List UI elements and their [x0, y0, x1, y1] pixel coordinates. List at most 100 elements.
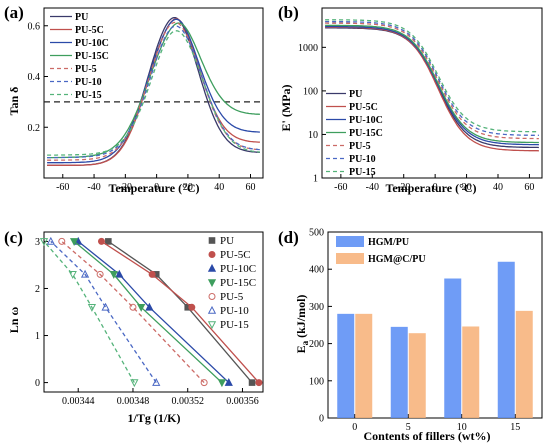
- panel-c-point-PU-15: [87, 303, 97, 312]
- panel-c-legend-marker: [207, 321, 217, 330]
- panel-b: -60 -40 -20 0 20 40 60 1 10 100 1000 PU PU-5C PU-10C P…: [278, 3, 543, 195]
- panel-d-ytick-label: 300: [309, 302, 324, 313]
- panel-c-xtick-label: 0.00348: [117, 396, 150, 407]
- panel-b-legend-label: PU-10C: [349, 115, 383, 126]
- panel-d: 0 100 200 300 400 500 0 5 10 15 HGM/PU HGM@C/PU (d)…: [278, 228, 543, 443]
- panel-c-legend-label: PU-15: [220, 319, 249, 331]
- panel-d-xlabel: Contents of fillers (wt%): [364, 429, 491, 443]
- panel-a-xtick-label: -60: [56, 182, 69, 193]
- panel-d-xtick-label: 10: [457, 422, 467, 433]
- panel-c-fit-PU-15: [43, 240, 135, 383]
- panel-a-legend-label: PU-5C: [75, 25, 104, 36]
- panel-a-xtick-label: 40: [214, 182, 224, 193]
- panel-b-xlabel: Temperature (°C): [385, 181, 476, 195]
- panel-b-xtick-label: 40: [493, 182, 503, 193]
- panel-d-bar-HGM@C/PU: [515, 310, 533, 418]
- panel-c-point-PU-15C: [217, 379, 227, 388]
- panel-c-legend-label: PU-5C: [220, 249, 251, 261]
- panel-d-bar-HGM@C/PU: [408, 333, 426, 418]
- panel-c-legend-marker: [207, 279, 217, 288]
- panel-c-legend-label: PU-15C: [220, 277, 256, 289]
- panel-d-label: (d): [278, 228, 299, 247]
- panel-c-point-PU-10C: [224, 378, 233, 386]
- panel-c-point-PU-15C: [109, 271, 118, 279]
- panel-b-label: (b): [278, 3, 299, 22]
- panel-a-series-PU-5: [47, 21, 260, 161]
- panel-c-point-PU: [248, 379, 256, 386]
- panel-a-ylabel: Tan δ: [7, 87, 21, 116]
- panel-d-ytick-label: 200: [309, 339, 324, 350]
- panel-c-fit-PU-5: [61, 240, 205, 384]
- panel-a-label: (a): [4, 3, 24, 22]
- panel-b-legend-label: PU-15C: [349, 128, 383, 139]
- panel-c-point-PU-15C: [69, 238, 79, 246]
- panel-c-legend-label: PU-10C: [220, 263, 256, 275]
- panel-d-bar-HGM/PU: [497, 261, 515, 418]
- panel-c-point-PU-5C: [188, 303, 196, 311]
- panel-c-point-PU-10: [101, 302, 110, 311]
- panel-a-ytick-label: 0.6: [28, 21, 41, 32]
- panel-d-ylabel: Ea (kJ/mol): [294, 295, 310, 354]
- panel-d-ylabel-main: E: [294, 345, 308, 353]
- panel-a-series-PU-10C: [47, 18, 260, 164]
- panel-d-legend-swatch: [336, 236, 364, 247]
- panel-d-bar-HGM/PU: [444, 278, 462, 418]
- panel-a-legend-label: PU-15C: [75, 51, 109, 62]
- panel-c-point-PU-5: [200, 379, 208, 387]
- panel-c-point-PU-5: [96, 270, 104, 278]
- panel-d-legend-label: HGM/PU: [368, 237, 409, 248]
- panel-b-ytick-label: 1: [313, 174, 318, 185]
- panel-b-series-PU-15C: [325, 24, 539, 144]
- panel-a-legend-label: PU-5: [75, 64, 97, 75]
- panel-c-fit-PU-10: [50, 240, 157, 383]
- panel-c-point-PU-5C: [97, 237, 105, 245]
- panel-a-legend-label: PU: [75, 12, 88, 23]
- panel-d-xtick-label: 15: [510, 422, 520, 433]
- panel-c-fit-PU-10C: [77, 240, 230, 384]
- panel-c-legend-label: PU: [220, 235, 234, 247]
- panel-b-legend-label: PU-5: [349, 141, 371, 152]
- panel-a-legend-label: PU-10: [75, 77, 102, 88]
- panel-d-xtick-label: 5: [406, 422, 411, 433]
- panel-b-xtick-label: -40: [366, 182, 379, 193]
- panel-d-bar-HGM/PU: [337, 313, 355, 418]
- panel-c-legend-label: PU-5: [220, 291, 244, 303]
- panel-a-xtick-label: -20: [119, 182, 132, 193]
- panel-c-ytick-label: 0: [35, 378, 40, 389]
- panel-b-xtick-label: 0: [433, 182, 438, 193]
- panel-b-series-PU-10C: [325, 25, 539, 146]
- panel-c-ytick-label: 1: [35, 331, 40, 342]
- panel-b-legend-label: PU-15: [349, 167, 376, 178]
- panel-c-ylabel: Ln ω: [7, 307, 21, 334]
- panel-a: -60 -40 -20 0 20 40 60 0.2 0.4 0.6 PU PU-5C PU-10C PU…: [4, 3, 264, 195]
- panel-a-xtick-label: 0: [154, 182, 159, 193]
- panel-b-legend-label: PU-10: [349, 154, 376, 165]
- panel-b-ylabel: E' (MPa): [279, 85, 293, 132]
- panel-a-xtick-label: 60: [245, 182, 255, 193]
- panel-a-frame: [43, 7, 264, 179]
- panel-c-legend-marker: [208, 237, 216, 244]
- panel-c-xlabel: 1/Tg (1/K): [128, 411, 181, 425]
- panel-c-point-PU-10C: [145, 302, 154, 311]
- panel-d-ytick-label: 0: [319, 414, 324, 425]
- panel-b-ytick-label: 10: [308, 130, 318, 141]
- panel-d-legend-swatch: [336, 253, 364, 264]
- panel-c-frame: [43, 231, 264, 393]
- panel-c-point-PU-5C: [148, 270, 156, 278]
- panel-b-ytick-label: 1000: [298, 43, 318, 54]
- panel-d-ytick-label: 500: [309, 228, 324, 239]
- panel-c-point-PU: [105, 238, 112, 245]
- panel-b-xtick-label: 60: [524, 182, 534, 193]
- panel-a-legend-label: PU-15: [75, 90, 102, 101]
- panel-a-xtick-label: 20: [183, 182, 193, 193]
- panel-d-ylabel-unit: (kJ/mol): [294, 295, 308, 341]
- panel-b-series-PU-15: [325, 19, 539, 133]
- panel-d-frame: [327, 231, 543, 419]
- panel-b-xtick-label: 20: [462, 182, 472, 193]
- panel-a-legend-label: PU-10C: [75, 38, 109, 49]
- panel-b-legend-label: PU-5C: [349, 102, 378, 113]
- panel-c-point-PU-10: [152, 378, 161, 386]
- panel-c: 0.00344 0.00348 0.00352 0.00356 0 1 2 3 PU PU-5C P…: [4, 228, 264, 425]
- panel-c-xtick-label: 0.00352: [171, 396, 204, 407]
- panel-b-legend-label: PU: [349, 89, 362, 100]
